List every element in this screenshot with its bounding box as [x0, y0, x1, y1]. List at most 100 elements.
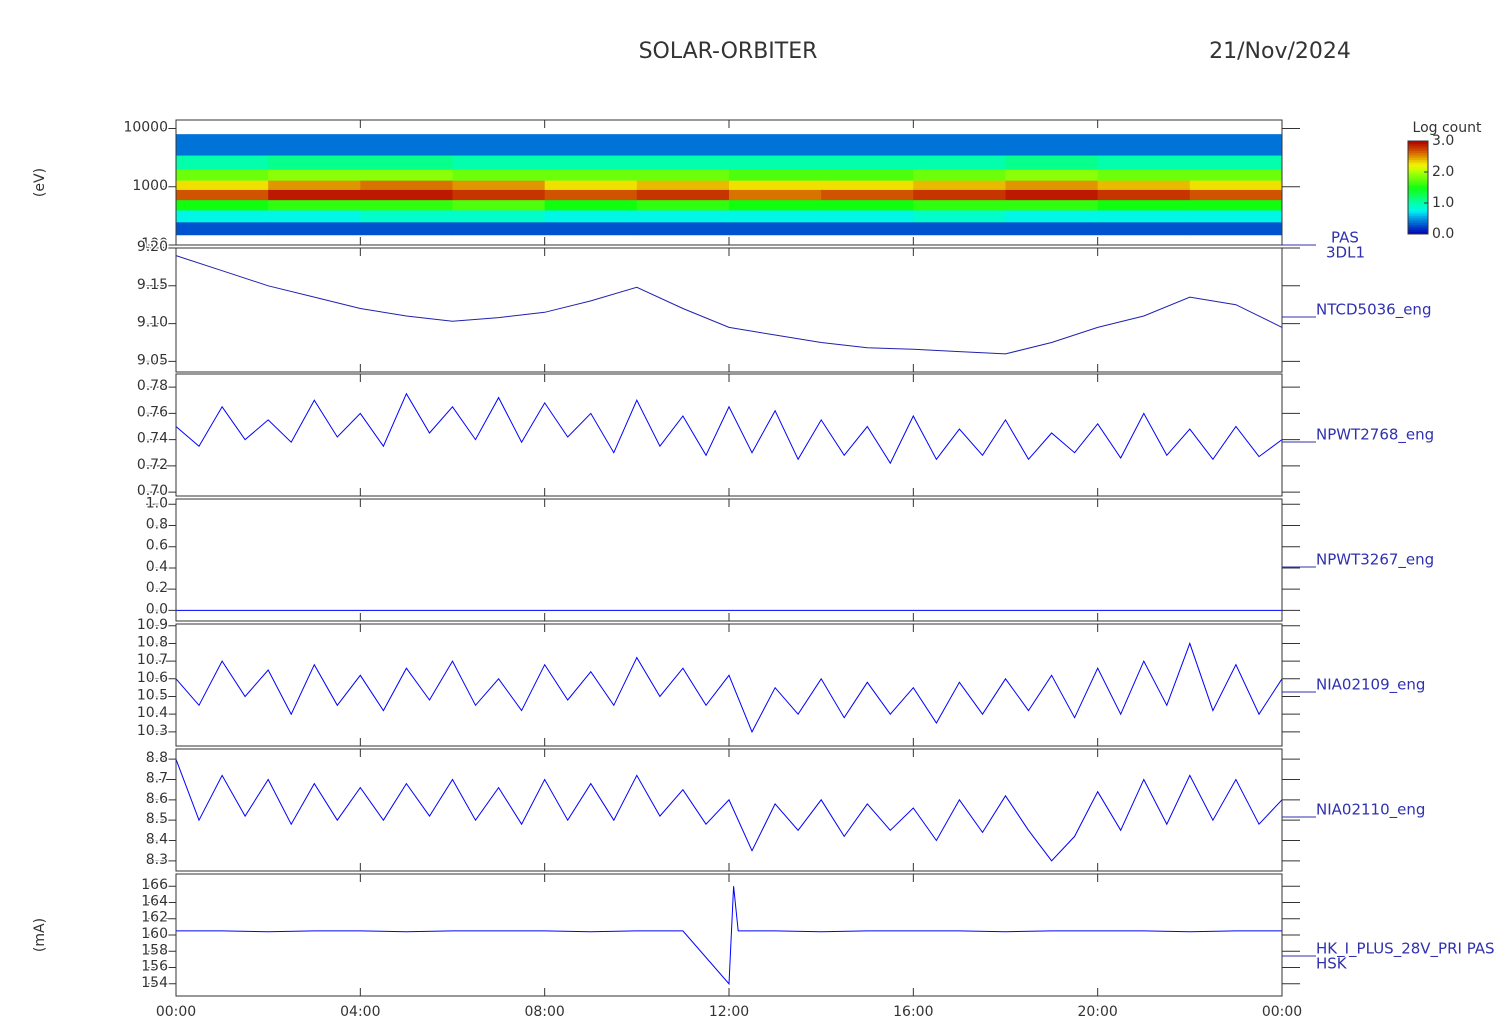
heatmap-cell [1189, 155, 1283, 170]
colorbar-segment [1408, 206, 1428, 209]
y-tick-label: 0.0 [146, 601, 168, 617]
heatmap-cell [1005, 199, 1099, 211]
heatmap-cell [176, 134, 269, 156]
colorbar-tick-label: 0.0 [1432, 226, 1454, 242]
heatmap-cell [1189, 209, 1283, 223]
heatmap-cell [268, 209, 361, 223]
colorbar-segment [1408, 182, 1428, 186]
heatmap-cell [1097, 189, 1191, 201]
series-label: NPWT2768_eng [1316, 426, 1434, 445]
heatmap-cell [729, 180, 822, 190]
colorbar-segment [1408, 150, 1428, 154]
colorbar-frame [1407, 140, 1429, 235]
heatmap-cell [636, 199, 730, 211]
heatmap-cell [821, 189, 914, 201]
y-tick-label: 8.8 [146, 750, 168, 766]
colorbar-segment [1408, 141, 1428, 144]
heatmap-cell [176, 169, 269, 181]
y-tick-label: 9.20 [137, 239, 168, 255]
heatmap-cell [913, 134, 1006, 156]
y-tick-label: 0.72 [137, 457, 168, 473]
series-sublabel: 3DL1 [1326, 244, 1365, 262]
panel-frame [175, 247, 1283, 373]
heatmap-cell [729, 155, 822, 170]
colorbar-segment [1408, 210, 1428, 214]
y-tick-label: 9.10 [137, 315, 168, 331]
heatmap-cell [729, 169, 822, 181]
colorbar-segment [1408, 166, 1428, 170]
heatmap-cell [176, 189, 269, 201]
heatmap-cell [1005, 221, 1099, 236]
y-tick-label: 10.9 [137, 617, 168, 633]
heatmap-cell [176, 199, 269, 211]
series-line [175, 392, 1283, 465]
colorbar-tick-label: 3.0 [1432, 133, 1454, 149]
heatmap-cell [821, 180, 914, 190]
y-tick-label: 158 [141, 942, 168, 958]
colorbar-tick-label: 1.0 [1432, 195, 1454, 211]
heatmap-cell [729, 221, 822, 236]
colorbar-segment [1408, 217, 1428, 221]
series-line [175, 255, 1283, 355]
heatmap-cell [729, 199, 822, 211]
y-tick-label: 10000 [123, 120, 168, 136]
colorbar-segment [1408, 194, 1428, 198]
panel-frame [175, 623, 1283, 747]
heatmap-cell [452, 134, 546, 156]
series-label: HK_I_PLUS_28V_PRI PAS [1316, 940, 1495, 959]
y-tick-label: 160 [141, 926, 168, 942]
heatmap-cell [636, 155, 730, 170]
x-tick-label: 20:00 [1077, 1004, 1117, 1020]
heatmap-cell [1005, 189, 1099, 201]
y-tick-label: 1.0 [146, 495, 168, 511]
heatmap-cell [636, 221, 730, 236]
colorbar-segment [1408, 208, 1428, 212]
colorbar-segment [1408, 168, 1428, 172]
colorbar-segment [1408, 145, 1428, 149]
heatmap-cell [452, 155, 546, 170]
heatmap-cell [1097, 155, 1191, 170]
y-tick-label: 164 [141, 893, 168, 909]
heatmap-cell [1189, 180, 1283, 190]
heatmap-cell [913, 189, 1006, 201]
heatmap-cell [1189, 221, 1283, 236]
heatmap-cell [544, 134, 638, 156]
heatmap-cell [544, 209, 638, 223]
y-tick-label: 0.8 [146, 517, 168, 533]
colorbar-segment [1408, 224, 1428, 228]
y-tick-label: 8.3 [146, 852, 168, 868]
colorbar-segment [1408, 178, 1428, 182]
heatmap-cell [913, 199, 1006, 211]
heatmap-cell [268, 134, 361, 156]
heatmap-cell [729, 189, 822, 201]
heatmap-cell [176, 221, 269, 236]
heatmap-cell [1097, 221, 1191, 236]
heatmap-cell [821, 199, 914, 211]
colorbar-segment [1408, 189, 1428, 193]
colorbar-segment [1408, 215, 1428, 219]
heatmap-cell [913, 180, 1006, 190]
y-axis-label: (eV) [32, 168, 48, 197]
heatmap-cell [176, 209, 269, 223]
series-label: PAS [1331, 229, 1359, 247]
heatmap-cell [544, 199, 638, 211]
chart-date: 21/Nov/2024 [1209, 39, 1351, 64]
heatmap-cell [821, 209, 914, 223]
y-tick-label: 10.5 [137, 687, 168, 703]
y-tick-label: 0.4 [146, 559, 168, 575]
heatmap-cell [1097, 209, 1191, 223]
y-tick-label: 1000 [132, 178, 168, 194]
heatmap-cell [1097, 169, 1191, 181]
heatmap-cell [1005, 209, 1099, 223]
colorbar-segment [1408, 231, 1428, 235]
heatmap-cell [544, 189, 638, 201]
series-line [175, 641, 1283, 734]
heatmap-cell [268, 169, 361, 181]
heatmap-cell [1189, 189, 1283, 201]
panel-frame [175, 373, 1283, 497]
heatmap-cell [268, 189, 361, 201]
y-tick-label: 166 [141, 877, 168, 893]
colorbar-segment [1408, 143, 1428, 147]
heatmap-cell [821, 155, 914, 170]
x-tick-label: 00:00 [156, 1004, 196, 1020]
